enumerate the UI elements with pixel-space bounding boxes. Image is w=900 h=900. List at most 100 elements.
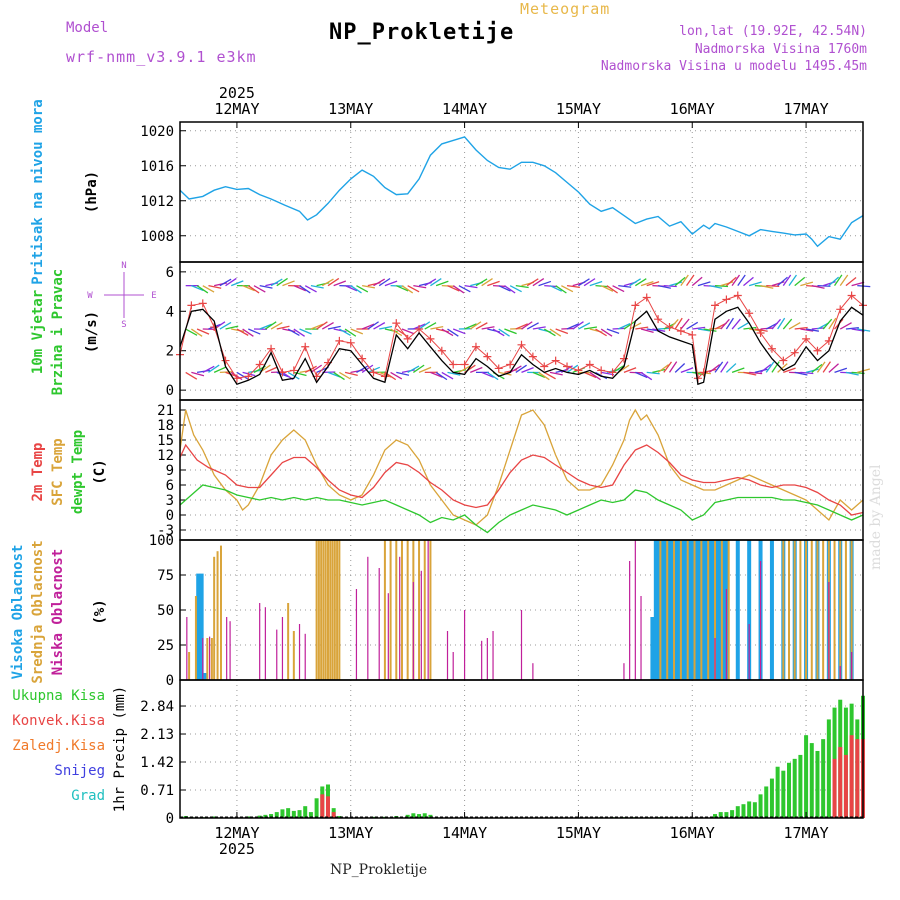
wind-gust-marker bbox=[745, 309, 754, 318]
precip-ytick: 2.84 bbox=[140, 699, 174, 715]
precip-bar-0 bbox=[747, 801, 752, 818]
precip-bar-0 bbox=[246, 816, 251, 818]
cloud-bar-1 bbox=[666, 540, 669, 680]
wind-barb bbox=[845, 276, 857, 287]
cloud-bar-1 bbox=[216, 551, 219, 680]
precip-bar-0 bbox=[428, 814, 433, 818]
wind-gust-marker bbox=[415, 325, 424, 334]
x-date-bottom: 13MAY bbox=[328, 824, 373, 842]
wind-barb bbox=[521, 366, 534, 374]
precip-bar-0 bbox=[826, 719, 831, 818]
wind-barb bbox=[418, 366, 432, 374]
x-year-bottom: 2025 bbox=[219, 840, 255, 858]
wind-barb bbox=[396, 371, 410, 376]
pressure-ytick: 1020 bbox=[140, 124, 174, 140]
wind-gust-marker bbox=[335, 336, 344, 345]
precip-bar-0 bbox=[798, 754, 803, 818]
wind-gust-marker bbox=[688, 330, 697, 339]
wind-barb bbox=[731, 274, 741, 287]
wind-barb bbox=[378, 277, 391, 287]
temp-axis-title-dewpt: dewpt Temp bbox=[70, 430, 86, 514]
wind-barb bbox=[447, 328, 459, 337]
wind-ytick: 2 bbox=[166, 344, 174, 360]
wind-barb bbox=[208, 285, 222, 289]
wind-gust-marker bbox=[244, 372, 253, 381]
wind-barb bbox=[515, 323, 528, 330]
wind-barb bbox=[771, 318, 782, 330]
wind-gust-marker bbox=[494, 364, 503, 373]
cloud-bar-0 bbox=[698, 540, 703, 680]
wind-barb bbox=[242, 371, 256, 377]
wind-barb bbox=[441, 328, 454, 337]
cloud-bar-2 bbox=[623, 663, 625, 680]
wind-barb bbox=[196, 285, 209, 294]
wind-barb bbox=[321, 278, 334, 287]
wind-barb bbox=[618, 285, 632, 288]
wind-barb bbox=[743, 276, 754, 287]
cloud-bar-1 bbox=[700, 540, 703, 680]
cloud-bar-2 bbox=[532, 663, 534, 680]
cloud-bar-2 bbox=[520, 610, 523, 680]
wind-barb bbox=[692, 326, 706, 330]
precip-bar-1 bbox=[320, 794, 325, 818]
precip-bar-0 bbox=[815, 750, 820, 818]
wind-barb bbox=[583, 371, 597, 379]
wind-barb bbox=[703, 328, 717, 332]
wind-barb bbox=[213, 366, 227, 373]
temperature-ytick: -3 bbox=[157, 523, 174, 539]
cloud-bar-1 bbox=[324, 540, 327, 680]
precip-bar-0 bbox=[286, 808, 291, 818]
cloud-bar-1 bbox=[331, 540, 334, 680]
wind-barb bbox=[327, 277, 340, 287]
wind-barb bbox=[316, 321, 328, 330]
wind-barb bbox=[668, 361, 678, 373]
cloud-bar-1 bbox=[833, 540, 836, 680]
wind-barb bbox=[418, 321, 431, 330]
precip-bar-0 bbox=[752, 802, 757, 818]
wind-barb bbox=[481, 278, 493, 287]
cloud-bar-1 bbox=[194, 596, 197, 680]
wind-barb bbox=[236, 371, 249, 380]
wind-unit-label: (m/s) bbox=[84, 311, 100, 353]
wind-barb bbox=[572, 321, 584, 330]
cloud-bar-0 bbox=[705, 540, 710, 680]
cloud-bar-1 bbox=[793, 540, 796, 680]
wind-barb bbox=[680, 274, 689, 287]
wind-barb bbox=[282, 280, 295, 287]
cloud-bar-1 bbox=[292, 631, 295, 680]
cloud-bar-2 bbox=[186, 617, 188, 680]
wind-barb bbox=[612, 285, 625, 293]
wind-barb bbox=[828, 317, 837, 330]
wind-barb bbox=[595, 328, 607, 337]
precip-bar-0 bbox=[337, 816, 342, 818]
wind-gust-marker bbox=[392, 319, 401, 328]
precip-bar-1 bbox=[849, 735, 854, 818]
wind-barb bbox=[486, 371, 499, 381]
cloud-bar-2 bbox=[229, 621, 231, 680]
wind-barb bbox=[606, 328, 620, 335]
wind-gust-marker bbox=[824, 336, 833, 345]
wind-barb bbox=[566, 323, 580, 330]
cloud-bar-2 bbox=[629, 561, 631, 680]
wind-barb bbox=[834, 367, 848, 374]
cloud-bar-1 bbox=[383, 540, 386, 680]
wind-barb bbox=[390, 328, 403, 337]
precip-bar-0 bbox=[405, 814, 410, 818]
wind-barb bbox=[754, 368, 768, 374]
wind-gust-marker bbox=[676, 327, 685, 335]
wind-barb bbox=[839, 322, 852, 330]
wind-barb bbox=[362, 285, 376, 289]
wind-barb bbox=[339, 328, 351, 337]
cloud-bar-2 bbox=[202, 638, 204, 680]
wind-barb bbox=[509, 365, 522, 373]
cloud-bar-1 bbox=[320, 540, 323, 680]
wind-barb bbox=[470, 366, 483, 374]
wind-barb bbox=[270, 321, 283, 330]
cloud-bar-1 bbox=[326, 540, 329, 680]
wind-barb bbox=[822, 361, 831, 373]
wind-gust-marker bbox=[528, 352, 537, 361]
x-year-top: 2025 bbox=[219, 84, 255, 102]
wind-speed-line bbox=[179, 306, 864, 386]
wind-barb bbox=[412, 364, 425, 373]
cloud-bar-0 bbox=[199, 573, 204, 680]
